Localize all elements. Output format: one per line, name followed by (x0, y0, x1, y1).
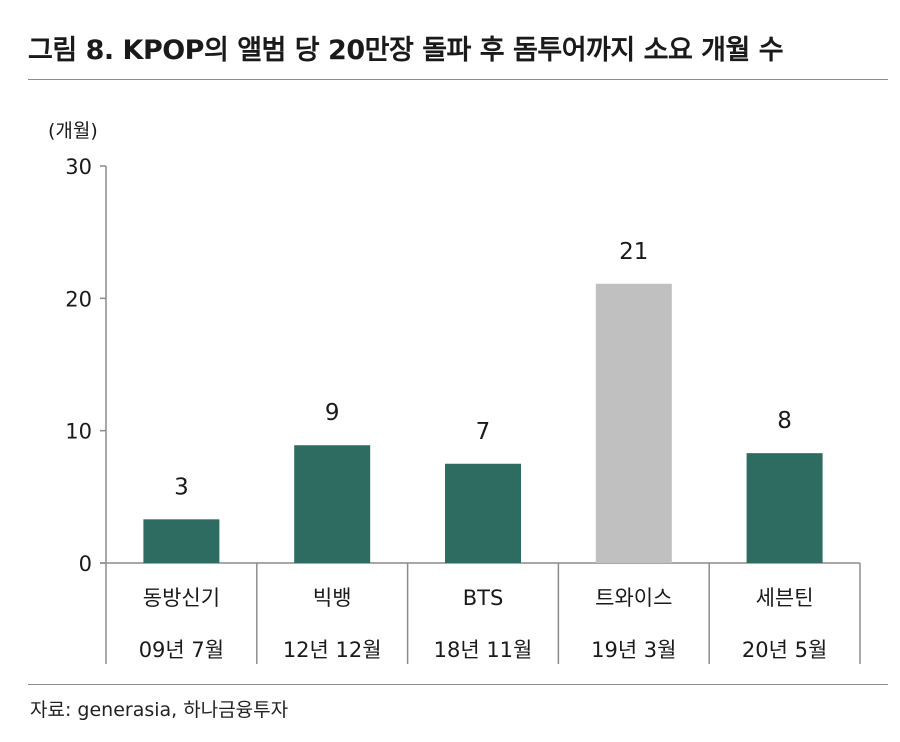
title-underline (28, 79, 888, 80)
y-tick-label: 20 (65, 287, 92, 311)
y-tick-label: 0 (79, 552, 92, 576)
x-category-label: BTS (463, 586, 504, 610)
bar-chart: (개월) 0 10 20 30 3 동방신기 09년 7월 9 빅뱅 12년 12월 7 BTS 18년 … (48, 120, 861, 664)
figure-title: 그림 8. KPOP의 앨범 당 20만장 돌파 후 돔투어까지 소요 개월 수 (28, 35, 784, 66)
x-date-label: 12년 12월 (283, 638, 382, 662)
footer-rule (28, 684, 888, 685)
source-note: 자료: generasia, 하나금융투자 (30, 699, 289, 721)
bar-value-label: 7 (476, 419, 491, 445)
bar-value-label: 9 (325, 400, 340, 426)
bar-value-label: 8 (777, 408, 792, 434)
y-tick-label: 30 (65, 155, 92, 179)
y-axis-unit-label: (개월) (48, 120, 98, 142)
bar (445, 463, 521, 563)
bar (294, 445, 371, 563)
x-category-label: 동방신기 (143, 586, 220, 610)
bar (143, 519, 220, 563)
x-category-label: 트와이스 (595, 586, 672, 610)
y-tick-label: 10 (65, 420, 92, 444)
x-category-label: 빅뱅 (313, 586, 352, 610)
bar (746, 453, 823, 563)
x-date-label: 20년 5월 (742, 638, 827, 662)
bar-value-label: 3 (174, 474, 189, 500)
x-date-label: 18년 11월 (434, 638, 533, 662)
bar (595, 283, 672, 563)
x-date-label: 09년 7월 (139, 638, 224, 662)
x-category-label: 세븐틴 (756, 586, 814, 610)
x-date-label: 19년 3월 (591, 638, 676, 662)
bar-value-label: 21 (619, 239, 648, 265)
